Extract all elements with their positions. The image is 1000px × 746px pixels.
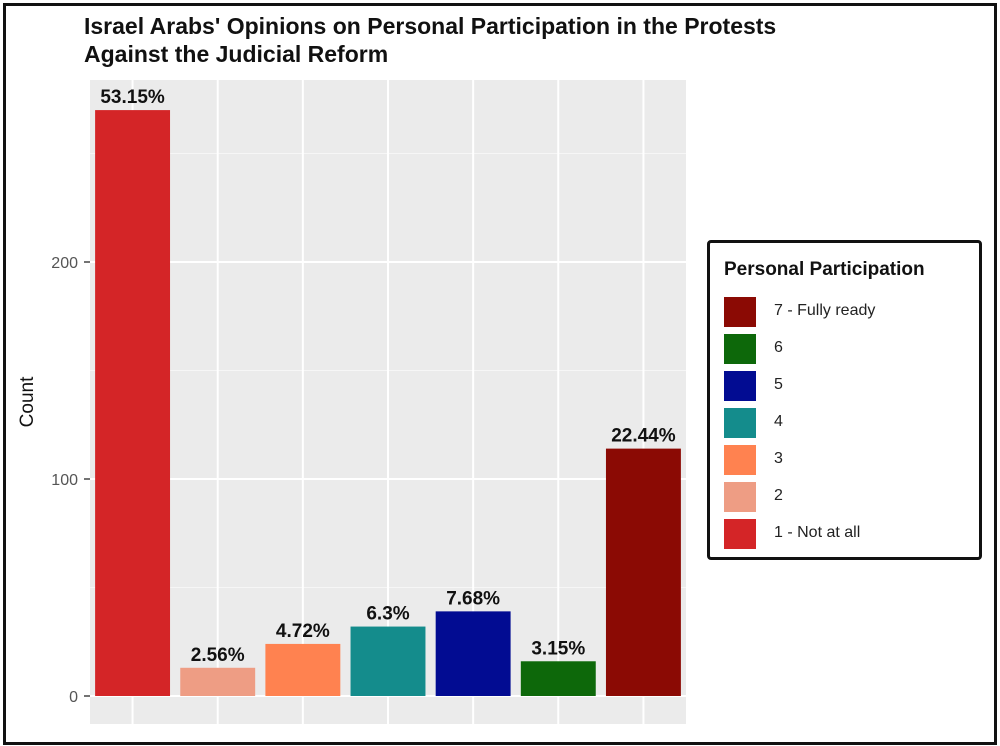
legend-swatch [724, 445, 756, 475]
bar-labels: 53.15% 2.56% 4.72% 6.3% 7.68% 3.15% 22.44% [100, 87, 675, 666]
bar-value-label: 2.56% [191, 645, 245, 666]
legend-label: 5 [774, 376, 783, 393]
bar-value-label: 4.72% [276, 621, 330, 642]
legend-swatch [724, 371, 756, 401]
y-axis: 0 100 200 [51, 255, 90, 706]
bar-value-label: 6.3% [366, 604, 409, 625]
bar [520, 661, 596, 696]
bar-value-label: 22.44% [611, 426, 676, 447]
bars [95, 110, 681, 697]
legend-label: 1 - Not at all [774, 524, 861, 541]
image-border [3, 3, 997, 745]
legend-swatch [724, 482, 756, 512]
legend-swatch [724, 408, 756, 438]
bar [350, 626, 426, 696]
legend-swatch [724, 297, 756, 327]
legend-title: Personal Participation [724, 259, 925, 280]
bar [435, 611, 511, 696]
legend-item: 1 - Not at all [724, 519, 974, 549]
bar [605, 448, 681, 696]
legend-item: 4 [724, 408, 974, 438]
bar-value-label: 7.68% [446, 588, 500, 609]
legend-item: 5 [724, 371, 974, 401]
legend-item: 6 [724, 334, 974, 364]
y-tick-label: 0 [69, 689, 78, 706]
y-tick-label: 200 [51, 255, 78, 272]
bar-value-label: 3.15% [531, 638, 585, 659]
legend-label: 7 - Fully ready [774, 302, 876, 319]
legend-swatch [724, 519, 756, 549]
bar [95, 110, 171, 697]
legend-item: 7 - Fully ready [724, 297, 974, 327]
y-tick-label: 100 [51, 472, 78, 489]
legend: Personal Participation 7 - Fully ready 6 5… [707, 240, 982, 560]
legend-label: 3 [774, 450, 783, 467]
bar-value-label: 53.15% [100, 87, 165, 108]
bar [265, 643, 341, 696]
legend-swatch [724, 334, 756, 364]
legend-label: 2 [774, 487, 783, 504]
bar [180, 667, 256, 696]
legend-label: 6 [774, 339, 783, 356]
chart-title: Israel Arabs' Opinions on Personal Parti… [84, 13, 777, 67]
legend-item: 2 [724, 482, 974, 512]
legend-item: 3 [724, 445, 974, 475]
legend-label: 4 [774, 413, 783, 430]
y-axis-label: Count [17, 376, 38, 427]
